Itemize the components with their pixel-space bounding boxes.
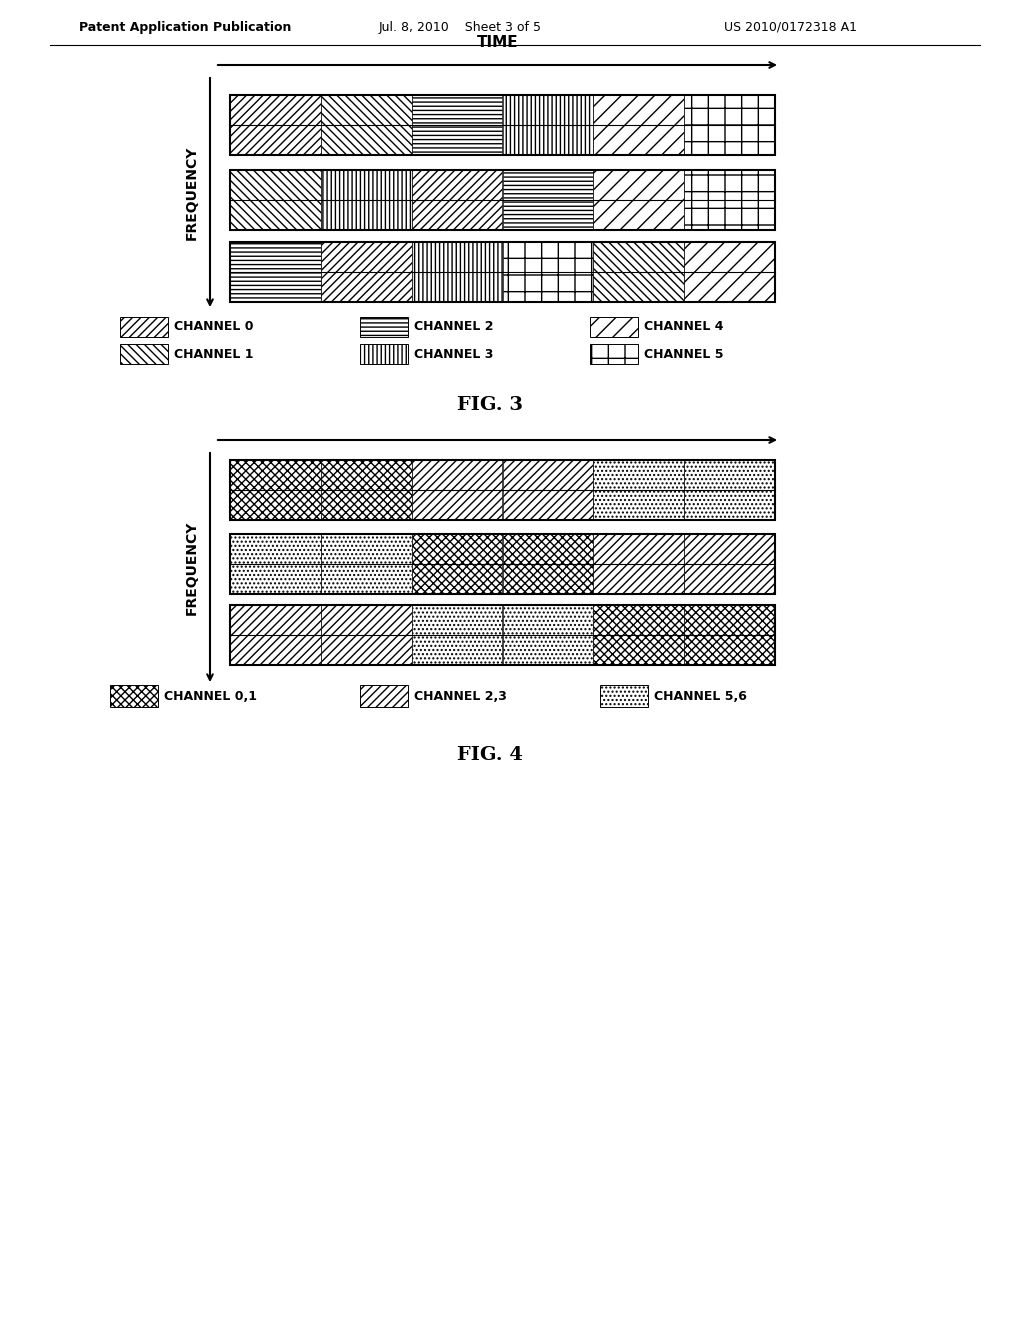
Bar: [321, 95, 412, 154]
Bar: [230, 242, 321, 302]
Bar: [230, 170, 321, 230]
Bar: [321, 535, 412, 594]
Bar: [230, 242, 775, 302]
Bar: [360, 317, 408, 337]
Bar: [230, 535, 775, 594]
Text: Patent Application Publication: Patent Application Publication: [79, 21, 291, 33]
Bar: [230, 605, 321, 665]
Bar: [412, 605, 503, 665]
Bar: [503, 95, 593, 154]
Text: FIG. 3: FIG. 3: [457, 396, 523, 414]
Text: CHANNEL 5,6: CHANNEL 5,6: [654, 689, 746, 702]
Bar: [593, 459, 684, 520]
Text: CHANNEL 1: CHANNEL 1: [174, 347, 254, 360]
Bar: [684, 459, 775, 520]
Bar: [684, 242, 775, 302]
Bar: [503, 170, 593, 230]
Bar: [230, 95, 775, 154]
Bar: [684, 605, 775, 665]
Bar: [600, 685, 648, 708]
Text: CHANNEL 2,3: CHANNEL 2,3: [414, 689, 507, 702]
Bar: [321, 170, 412, 230]
Bar: [593, 605, 684, 665]
Text: TIME: TIME: [477, 36, 518, 50]
Bar: [412, 95, 503, 154]
Bar: [684, 170, 775, 230]
Bar: [593, 242, 684, 302]
Bar: [120, 345, 168, 364]
Bar: [230, 170, 775, 230]
Bar: [593, 170, 684, 230]
Bar: [120, 317, 168, 337]
Text: CHANNEL 0,1: CHANNEL 0,1: [164, 689, 257, 702]
Bar: [230, 95, 321, 154]
Text: Jul. 8, 2010    Sheet 3 of 5: Jul. 8, 2010 Sheet 3 of 5: [379, 21, 542, 33]
Bar: [321, 459, 412, 520]
Bar: [412, 170, 503, 230]
Text: FIG. 4: FIG. 4: [457, 746, 523, 764]
Text: CHANNEL 2: CHANNEL 2: [414, 321, 494, 334]
Text: CHANNEL 3: CHANNEL 3: [414, 347, 494, 360]
Bar: [590, 345, 638, 364]
Bar: [360, 685, 408, 708]
Bar: [230, 459, 775, 520]
Bar: [230, 535, 321, 594]
Bar: [412, 459, 503, 520]
Bar: [230, 459, 321, 520]
Bar: [684, 535, 775, 594]
Bar: [321, 242, 412, 302]
Bar: [360, 345, 408, 364]
Text: CHANNEL 4: CHANNEL 4: [644, 321, 724, 334]
Bar: [110, 685, 158, 708]
Text: FREQUENCY: FREQUENCY: [185, 520, 199, 615]
Bar: [230, 605, 775, 665]
Bar: [503, 459, 593, 520]
Text: US 2010/0172318 A1: US 2010/0172318 A1: [724, 21, 856, 33]
Bar: [412, 242, 503, 302]
Text: CHANNEL 0: CHANNEL 0: [174, 321, 254, 334]
Bar: [321, 605, 412, 665]
Bar: [590, 317, 638, 337]
Bar: [503, 242, 593, 302]
Text: FREQUENCY: FREQUENCY: [185, 145, 199, 240]
Bar: [684, 95, 775, 154]
Bar: [503, 605, 593, 665]
Text: CHANNEL 5: CHANNEL 5: [644, 347, 724, 360]
Bar: [593, 535, 684, 594]
Bar: [412, 535, 503, 594]
Bar: [503, 535, 593, 594]
Bar: [593, 95, 684, 154]
